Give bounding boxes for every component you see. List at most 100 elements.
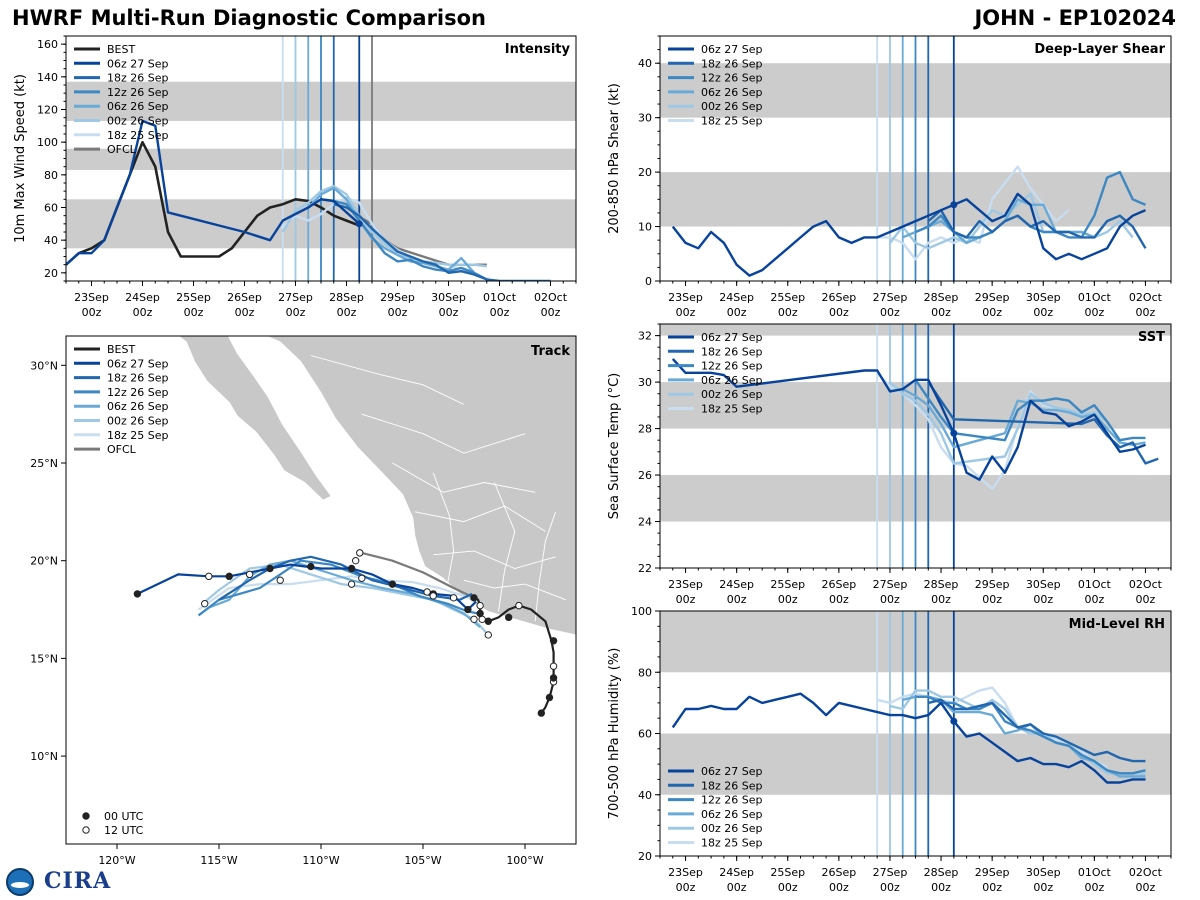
rh-xtick-label-date: 29Sep [975, 866, 1010, 879]
mexico-mainland [265, 336, 576, 636]
intensity-ytick-label: 80 [44, 169, 58, 182]
track-map-area [133, 336, 576, 717]
legend-label-00z-26-sep: 00z 26 Sep [107, 415, 169, 428]
sst-xtick-label-hour: 00z [1084, 593, 1104, 606]
intensity-xtick-label-hour: 00z [133, 306, 153, 319]
intensity-xtick-label-hour: 00z [337, 306, 357, 319]
legend-label-12z-26-sep: 12z 26 Sep [701, 72, 763, 85]
rh-xtick-label-hour: 00z [880, 881, 900, 894]
sst-xtick-label-hour: 00z [931, 593, 951, 606]
track-xtick-label: 110°W [302, 854, 339, 867]
marker-legend-label-00-utc: 00 UTC [104, 810, 144, 823]
sst-xtick-label-date: 01Oct [1078, 578, 1112, 591]
intensity-ytick-label: 20 [44, 267, 58, 280]
track-ytick-label: 30°N [30, 359, 58, 372]
track-point-12utc [205, 572, 213, 581]
intensity-panel-title: Intensity [505, 42, 571, 57]
intensity-ytick-label: 120 [37, 104, 58, 117]
sst-xtick-label-hour: 00z [829, 593, 849, 606]
track-ytick-label: 10°N [30, 750, 58, 763]
intensity-xtick-label-hour: 00z [235, 306, 255, 319]
shear-ylabel: 200-850 hPa Shear (kt) [607, 83, 622, 234]
legend-label-00z-26-sep: 00z 26 Sep [701, 100, 763, 113]
legend-label-18z-26-sep: 18z 26 Sep [107, 72, 169, 85]
panel-sst: 22 24 26 28 30 32 23Sep 00z 24Sep 00z 25Sep 00z 26Se… [607, 323, 1172, 606]
track-18z-25-sep [197, 575, 485, 611]
intensity-ytick-label: 140 [37, 71, 58, 84]
state-border-5 [310, 355, 464, 405]
legend-label-00z-26-sep: 00z 26 Sep [701, 388, 763, 401]
sst-xtick-label-hour: 00z [676, 593, 696, 606]
state-border-3 [463, 579, 566, 601]
sst-xtick-label-hour: 00z [982, 593, 1002, 606]
track-point-00utc [464, 605, 472, 614]
track-xtick-label: 100°W [506, 854, 543, 867]
rh-xtick-label-date: 28Sep [924, 866, 959, 879]
track-legend-bg [70, 340, 174, 458]
legend-label-06z-27-sep: 06z 27 Sep [107, 357, 169, 370]
intensity-ytick-label: 160 [37, 38, 58, 51]
figure-title: HWRF Multi-Run Diagnostic Comparison [12, 6, 487, 30]
sst-xtick-label-date: 26Sep [821, 578, 856, 591]
rh-xtick-label-date: 02Oct [1129, 866, 1163, 879]
sst-xtick-label-date: 27Sep [873, 578, 908, 591]
shear-xtick-label-date: 23Sep [668, 291, 703, 304]
track-point-00utc [347, 564, 356, 573]
rh-series-06z-27-sep [671, 692, 1146, 784]
legend-label-06z-27-sep: 06z 27 Sep [701, 331, 763, 344]
marker-legend-symbol-12-utc [82, 826, 90, 834]
track-point-12utc [476, 601, 484, 610]
legend-label-18z-25-sep: 18z 25 Sep [701, 837, 763, 850]
track-point-12utc [351, 556, 360, 565]
rh-xtick-label-hour: 00z [676, 881, 696, 894]
rh-current-point [950, 717, 958, 725]
sst-xtick-label-hour: 00z [1033, 593, 1053, 606]
track-point-00utc [225, 572, 233, 581]
intensity-xtick-label-date: 29Sep [380, 291, 415, 304]
sst-xtick-label-date: 30Sep [1026, 578, 1061, 591]
legend-label-06z-26-sep: 06z 26 Sep [107, 100, 169, 113]
storm-title: JOHN - EP102024 [974, 6, 1176, 30]
intensity-plot-area [66, 36, 576, 281]
track-point-12utc [356, 549, 364, 557]
shear-xtick-label-hour: 00z [676, 306, 696, 319]
sst-xtick-label-date: 02Oct [1129, 578, 1163, 591]
state-border-7 [493, 482, 516, 612]
legend-label-18z-25-sep: 18z 25 Sep [701, 115, 763, 128]
track-point-00utc [266, 564, 274, 573]
sst-ytick-label: 26 [638, 469, 652, 482]
panel-track: 120°W 115°W 110°W 105°W 100°W 10°N 15°N 20°N 25°… [30, 335, 577, 867]
legend-label-06z-26-sep: 06z 26 Sep [701, 808, 763, 821]
intensity-xtick-label-hour: 00z [388, 306, 408, 319]
track-point-12utc [245, 570, 254, 579]
legend-label-best: BEST [107, 43, 135, 56]
track-18z-26-sep [218, 555, 473, 601]
state-border-0 [414, 505, 546, 532]
sst-xtick-label-date: 25Sep [770, 578, 805, 591]
track-point-00utc [545, 693, 554, 702]
track-ytick-label: 25°N [30, 457, 58, 470]
rh-xtick-label-hour: 00z [727, 881, 747, 894]
rh-xtick-label-date: 24Sep [719, 866, 754, 879]
sst-ytick-label: 24 [638, 516, 652, 529]
sst-xtick-label-date: 29Sep [975, 578, 1010, 591]
rh-xtick-label-hour: 00z [778, 881, 798, 894]
intensity-xtick-label-date: 30Sep [431, 291, 466, 304]
legend-label-18z-26-sep: 18z 26 Sep [107, 372, 169, 385]
sst-xtick-label-hour: 00z [727, 593, 747, 606]
intensity-xtick-label-hour: 00z [286, 306, 306, 319]
intensity-xtick-label-date: 25Sep [176, 291, 211, 304]
intensity-series-06z-27-sep [66, 119, 361, 266]
legend-label-06z-26-sep: 06z 26 Sep [107, 400, 169, 413]
shear-xtick-label-date: 30Sep [1026, 291, 1061, 304]
rh-xtick-label-hour: 00z [1033, 881, 1053, 894]
rh-ytick-label: 100 [631, 605, 652, 618]
shear-xtick-label-hour: 00z [778, 306, 798, 319]
legend-label-18z-26-sep: 18z 26 Sep [701, 57, 763, 70]
track-ytick-label: 20°N [30, 555, 58, 568]
rh-xtick-label-hour: 00z [1084, 881, 1104, 894]
rh-ytick-label: 60 [638, 728, 652, 741]
track-12z-26-sep [197, 559, 479, 617]
rh-panel-title: Mid-Level RH [1069, 617, 1165, 632]
rh-series-12z-26-sep [915, 695, 1146, 775]
